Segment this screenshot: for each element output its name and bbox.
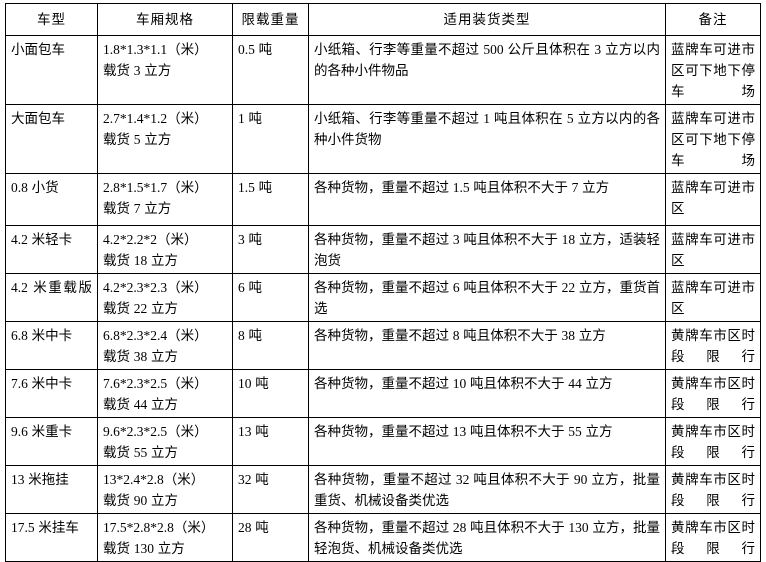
table-row: 大面包车 2.7*1.4*1.2（米） 载货 5 立方 1 吨 小纸箱、行李等重… <box>5 104 761 174</box>
table-row: 4.2 米重载版 4.2*2.3*2.3（米） 载货 22 立方 6 吨 各种货… <box>5 273 761 322</box>
spec-volume: 载货 18 立方 <box>103 253 179 268</box>
cell-weight: 3 吨 <box>232 225 309 274</box>
cell-spec: 2.7*1.4*1.2（米） 载货 5 立方 <box>97 104 233 174</box>
spec-volume: 载货 5 立方 <box>103 132 172 147</box>
column-header-model: 车型 <box>5 3 98 36</box>
cell-model: 小面包车 <box>5 35 98 105</box>
spec-dimensions: 13*2.4*2.8（米） <box>103 472 205 487</box>
cell-cargo: 各种货物，重量不超过 8 吨且体积不大于 38 立方 <box>308 321 666 370</box>
cell-weight: 1.5 吨 <box>232 173 309 226</box>
cell-note: 蓝牌车可进市区可下地下停车场 <box>665 35 761 105</box>
cell-spec: 13*2.4*2.8（米） 载货 90 立方 <box>97 465 233 514</box>
spec-volume: 载货 22 立方 <box>103 301 179 316</box>
cell-note: 黄牌车市区时段限行 <box>665 465 761 514</box>
column-header-weight: 限载重量 <box>232 3 309 36</box>
cell-note: 蓝牌车可进市区 <box>665 225 761 274</box>
spec-volume: 载货 7 立方 <box>103 201 172 216</box>
cell-weight: 13 吨 <box>232 417 309 466</box>
table-row: 0.8 小货 2.8*1.5*1.7（米） 载货 7 立方 1.5 吨 各种货物… <box>5 173 761 226</box>
table-row: 17.5 米挂车 17.5*2.8*2.8（米） 载货 130 立方 28 吨 … <box>5 513 761 562</box>
spec-dimensions: 4.2*2.3*2.3（米） <box>103 280 208 295</box>
cell-model: 9.6 米重卡 <box>5 417 98 466</box>
cell-spec: 4.2*2.2*2（米） 载货 18 立方 <box>97 225 233 274</box>
cell-model: 4.2 米轻卡 <box>5 225 98 274</box>
cell-weight: 1 吨 <box>232 104 309 174</box>
cell-cargo: 各种货物，重量不超过 1.5 吨且体积不大于 7 立方 <box>308 173 666 226</box>
cell-weight: 32 吨 <box>232 465 309 514</box>
column-header-spec: 车厢规格 <box>97 3 233 36</box>
spec-dimensions: 1.8*1.3*1.1（米） <box>103 42 208 57</box>
spec-dimensions: 7.6*2.3*2.5（米） <box>103 376 208 391</box>
cell-spec: 2.8*1.5*1.7（米） 载货 7 立方 <box>97 173 233 226</box>
cell-spec: 1.8*1.3*1.1（米） 载货 3 立方 <box>97 35 233 105</box>
cell-cargo: 各种货物，重量不超过 10 吨且体积不大于 44 立方 <box>308 369 666 418</box>
cell-model: 0.8 小货 <box>5 173 98 226</box>
cell-spec: 17.5*2.8*2.8（米） 载货 130 立方 <box>97 513 233 562</box>
cell-weight: 28 吨 <box>232 513 309 562</box>
table-row: 13 米拖挂 13*2.4*2.8（米） 载货 90 立方 32 吨 各种货物，… <box>5 465 761 514</box>
table-row: 4.2 米轻卡 4.2*2.2*2（米） 载货 18 立方 3 吨 各种货物，重… <box>5 225 761 274</box>
cell-weight: 0.5 吨 <box>232 35 309 105</box>
table-row: 9.6 米重卡 9.6*2.3*2.5（米） 载货 55 立方 13 吨 各种货… <box>5 417 761 466</box>
cell-weight: 10 吨 <box>232 369 309 418</box>
spec-dimensions: 2.8*1.5*1.7（米） <box>103 180 208 195</box>
column-header-cargo: 适用装货类型 <box>308 3 666 36</box>
cell-cargo: 各种货物，重量不超过 3 吨且体积不大于 18 立方，适装轻泡货 <box>308 225 666 274</box>
spec-volume: 载货 90 立方 <box>103 493 179 508</box>
table-row: 7.6 米中卡 7.6*2.3*2.5（米） 载货 44 立方 10 吨 各种货… <box>5 369 761 418</box>
cell-spec: 7.6*2.3*2.5（米） 载货 44 立方 <box>97 369 233 418</box>
cell-spec: 4.2*2.3*2.3（米） 载货 22 立方 <box>97 273 233 322</box>
cell-model: 7.6 米中卡 <box>5 369 98 418</box>
cell-spec: 9.6*2.3*2.5（米） 载货 55 立方 <box>97 417 233 466</box>
cell-cargo: 各种货物，重量不超过 28 吨且体积不大于 130 立方，批量轻泡货、机械设备类… <box>308 513 666 562</box>
spec-volume: 载货 55 立方 <box>103 445 179 460</box>
spec-dimensions: 6.8*2.3*2.4（米） <box>103 328 208 343</box>
table-header-row: 车型 车厢规格 限载重量 适用装货类型 备注 <box>5 3 761 36</box>
table-row: 小面包车 1.8*1.3*1.1（米） 载货 3 立方 0.5 吨 小纸箱、行李… <box>5 35 761 105</box>
spec-dimensions: 4.2*2.2*2（米） <box>103 232 198 247</box>
vehicle-specification-table: 车型 车厢规格 限载重量 适用装货类型 备注 小面包车 1.8*1.3*1.1（… <box>5 3 761 562</box>
spec-dimensions: 17.5*2.8*2.8（米） <box>103 520 215 535</box>
cell-note: 蓝牌车可进市区 <box>665 273 761 322</box>
cell-spec: 6.8*2.3*2.4（米） 载货 38 立方 <box>97 321 233 370</box>
spec-dimensions: 2.7*1.4*1.2（米） <box>103 111 208 126</box>
cell-cargo: 各种货物，重量不超过 13 吨且体积不大于 55 立方 <box>308 417 666 466</box>
cell-model: 6.8 米中卡 <box>5 321 98 370</box>
cell-weight: 6 吨 <box>232 273 309 322</box>
cell-note: 黄牌车市区时段限行 <box>665 321 761 370</box>
cell-model: 4.2 米重载版 <box>5 273 98 322</box>
spec-volume: 载货 38 立方 <box>103 349 179 364</box>
cell-cargo: 小纸箱、行李等重量不超过 500 公斤且体积在 3 立方以内的各种小件物品 <box>308 35 666 105</box>
cell-weight: 8 吨 <box>232 321 309 370</box>
spec-dimensions: 9.6*2.3*2.5（米） <box>103 424 208 439</box>
spec-volume: 载货 3 立方 <box>103 63 172 78</box>
cell-note: 蓝牌车可进市区可下地下停车场 <box>665 104 761 174</box>
spec-volume: 载货 130 立方 <box>103 541 185 556</box>
cell-note: 黄牌车市区时段限行 <box>665 369 761 418</box>
spec-volume: 载货 44 立方 <box>103 397 179 412</box>
cell-model: 大面包车 <box>5 104 98 174</box>
cell-cargo: 各种货物，重量不超过 6 吨且体积不大于 22 立方，重货首选 <box>308 273 666 322</box>
cell-cargo: 小纸箱、行李等重量不超过 1 吨且体积在 5 立方以内的各种小件货物 <box>308 104 666 174</box>
table-row: 6.8 米中卡 6.8*2.3*2.4（米） 载货 38 立方 8 吨 各种货物… <box>5 321 761 370</box>
cell-cargo: 各种货物，重量不超过 32 吨且体积不大于 90 立方，批量重货、机械设备类优选 <box>308 465 666 514</box>
cell-note: 黄牌车市区时段限行 <box>665 417 761 466</box>
column-header-note: 备注 <box>665 3 761 36</box>
table-body: 小面包车 1.8*1.3*1.1（米） 载货 3 立方 0.5 吨 小纸箱、行李… <box>5 35 761 562</box>
cell-model: 17.5 米挂车 <box>5 513 98 562</box>
cell-note: 黄牌车市区时段限行 <box>665 513 761 562</box>
cell-model: 13 米拖挂 <box>5 465 98 514</box>
table-header: 车型 车厢规格 限载重量 适用装货类型 备注 <box>5 3 761 36</box>
cell-note: 蓝牌车可进市区 <box>665 173 761 226</box>
